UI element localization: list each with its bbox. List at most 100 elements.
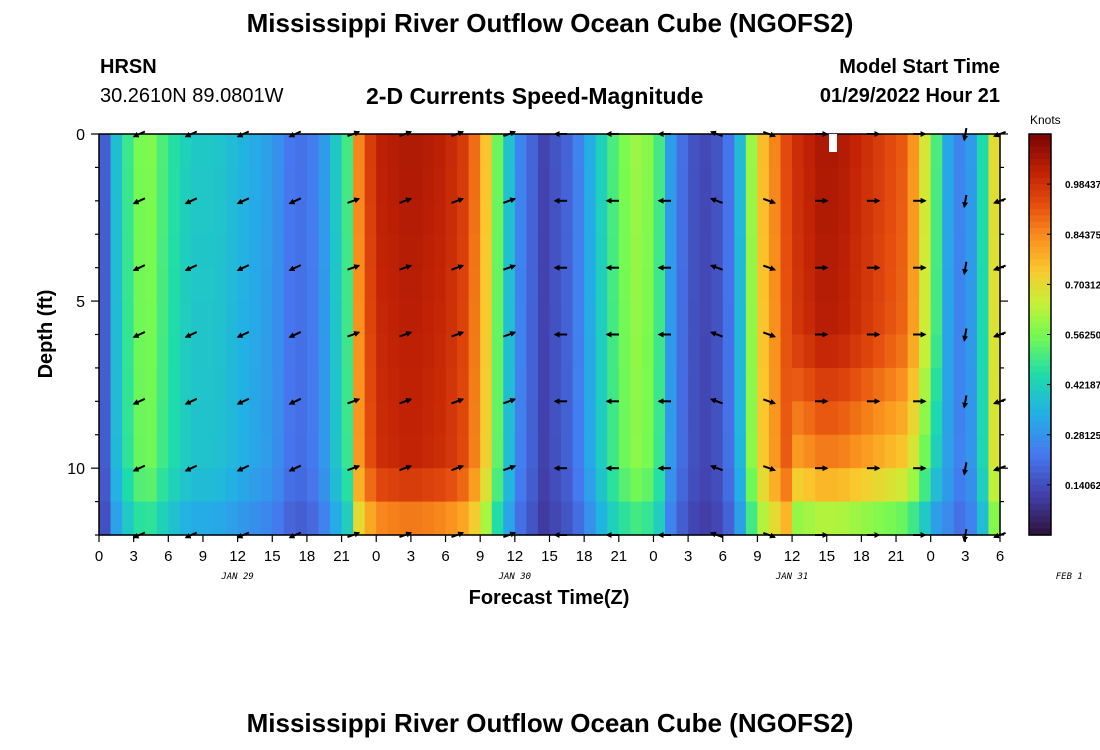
heatmap-cell <box>202 301 216 336</box>
heatmap-cell <box>722 167 735 202</box>
heatmap-cell <box>861 200 874 235</box>
current-arrow <box>288 264 302 272</box>
heatmap-cell <box>99 468 112 503</box>
heatmap-cell <box>930 234 943 269</box>
heatmap-cell <box>665 334 678 369</box>
heatmap-cell <box>457 134 470 169</box>
heatmap-cell <box>780 167 793 202</box>
heatmap-cell <box>584 167 597 202</box>
heatmap-cell <box>341 334 354 369</box>
heatmap-cell <box>561 234 574 269</box>
heatmap-cell <box>445 334 458 369</box>
heatmap-cell <box>722 401 735 436</box>
heatmap-cell <box>503 234 516 269</box>
heatmap-cell <box>468 401 481 436</box>
heatmap-cell <box>191 301 204 336</box>
heatmap-cell <box>919 468 932 503</box>
heatmap-cell <box>930 334 943 369</box>
x-tick-label: 21 <box>333 548 350 565</box>
current-arrow <box>399 398 413 405</box>
heatmap-cell <box>133 367 146 402</box>
heatmap-cell <box>110 401 123 436</box>
heatmap-cell <box>283 468 296 503</box>
heatmap-cell <box>260 200 273 235</box>
heatmap-cell <box>953 501 966 536</box>
heatmap-cell <box>734 334 747 369</box>
heatmap-cell <box>272 367 285 402</box>
heatmap-cell <box>410 200 424 235</box>
heatmap-cell <box>283 134 296 169</box>
heatmap-cell <box>191 434 204 469</box>
heatmap-cell <box>665 401 678 436</box>
heatmap-cell <box>838 134 851 169</box>
heatmap-cell <box>341 200 354 235</box>
heatmap-cell <box>191 367 204 402</box>
colorbar-tick-label: 0.84375 <box>1065 230 1100 241</box>
heatmap-cell <box>838 434 851 469</box>
heatmap-cell <box>179 301 193 336</box>
heatmap-cell <box>561 134 574 169</box>
heatmap-cell <box>688 401 701 436</box>
heatmap-cell <box>815 167 828 202</box>
current-arrow <box>762 264 777 271</box>
heatmap-cell <box>584 501 597 536</box>
heatmap-cell <box>607 234 620 269</box>
heatmap-cell <box>468 434 481 469</box>
heatmap-cell <box>399 501 412 536</box>
heatmap-cell <box>653 134 666 169</box>
heatmap-cell <box>422 468 435 503</box>
colorbar-tick-label: 0.28125 <box>1065 431 1100 442</box>
heatmap-cell <box>387 267 400 302</box>
heatmap-cell <box>595 501 608 536</box>
heatmap-cell <box>214 434 227 469</box>
heatmap-cell <box>330 501 343 536</box>
heatmap-cell <box>468 200 481 235</box>
heatmap-cell <box>353 468 366 503</box>
heatmap-cell <box>826 401 839 436</box>
heatmap-cell <box>607 167 620 202</box>
heatmap-cell <box>803 501 816 536</box>
colorbar-swatch <box>1029 434 1051 442</box>
colorbar-swatch <box>1029 290 1051 298</box>
heatmap-cell <box>283 167 296 202</box>
heatmap-cell <box>480 334 493 369</box>
heatmap-cell <box>145 334 158 369</box>
heatmap-cell <box>122 200 135 235</box>
heatmap-cell <box>722 334 735 369</box>
heatmap-cell <box>237 301 250 336</box>
heatmap-cell <box>734 434 747 469</box>
heatmap-cell <box>480 234 493 269</box>
heatmap-cell <box>965 134 978 169</box>
heatmap-cell <box>537 501 551 536</box>
heatmap-cell <box>133 401 146 436</box>
heatmap-cell <box>457 200 470 235</box>
heatmap-cell <box>330 401 343 436</box>
heatmap-cell <box>537 334 551 369</box>
heatmap-cell <box>896 267 909 302</box>
heatmap-cell <box>930 167 943 202</box>
x-tick-label: 6 <box>996 548 1004 565</box>
heatmap-cell <box>410 401 424 436</box>
colorbar-swatch <box>1029 509 1051 517</box>
heatmap-cell <box>503 267 516 302</box>
heatmap-cell <box>306 434 320 469</box>
heatmap-cell <box>757 134 770 169</box>
heatmap-cell <box>168 367 181 402</box>
heatmap-cell <box>445 468 458 503</box>
colorbar-swatch <box>1029 334 1051 342</box>
heatmap-cell <box>549 401 562 436</box>
heatmap-cell <box>618 200 631 235</box>
heatmap-cell <box>445 301 458 336</box>
heatmap-cell <box>919 501 932 536</box>
heatmap-cell <box>630 434 643 469</box>
heatmap-cell <box>965 167 978 202</box>
heatmap-cell <box>768 167 782 202</box>
heatmap-cell <box>607 200 620 235</box>
heatmap-cell <box>745 200 759 235</box>
heatmap-cell <box>595 200 608 235</box>
heatmap-cell <box>480 501 493 536</box>
heatmap-cell <box>295 167 308 202</box>
heatmap-cell <box>815 468 828 503</box>
heatmap-cell <box>607 367 620 402</box>
heatmap-cell <box>930 200 943 235</box>
